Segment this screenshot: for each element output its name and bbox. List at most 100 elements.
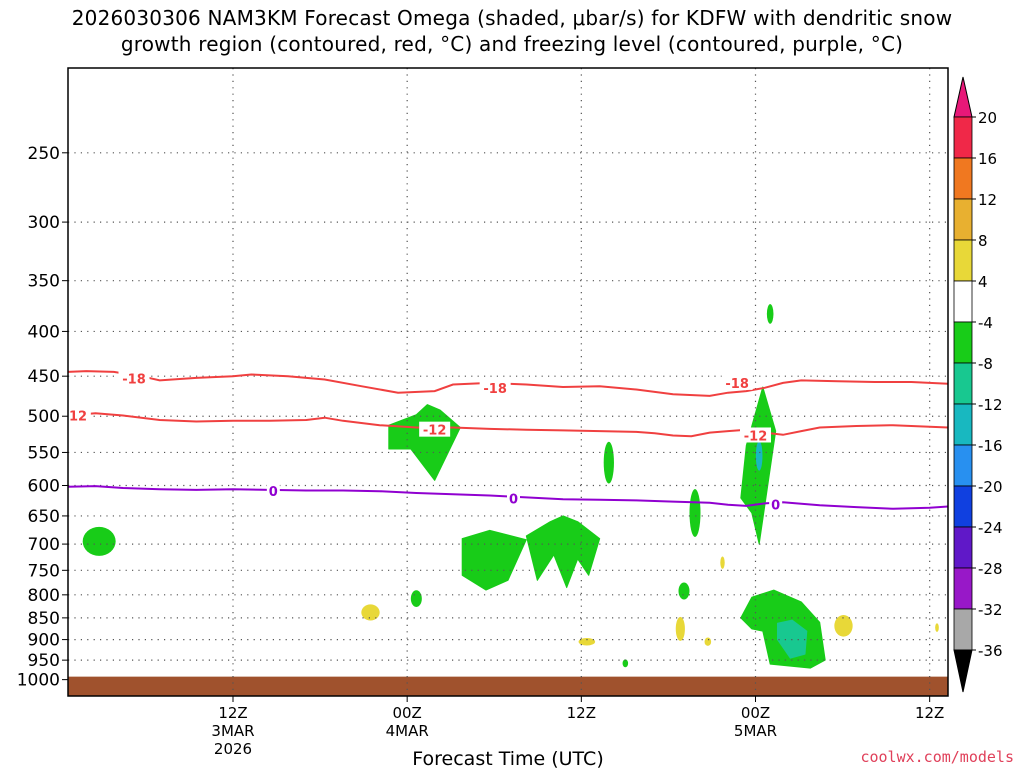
- colorbar-label-12: -32: [978, 601, 1003, 619]
- x-axis-title: Forecast Time (UTC): [412, 748, 603, 768]
- omega-shade-downward-19: [834, 615, 853, 637]
- contour-label--12-1: -12: [423, 424, 447, 439]
- y-tick-label-700: 700: [28, 535, 60, 555]
- x-tick-date-3: 5MAR: [734, 722, 777, 740]
- contour-0-line: [68, 485, 948, 510]
- colorbar-swatch-10: [953, 526, 973, 569]
- y-tick-label-900: 900: [28, 631, 60, 651]
- colorbar-swatch-3: [953, 239, 973, 282]
- colorbar-label-5: -4: [978, 314, 993, 332]
- colorbar-label-11: -28: [978, 560, 1003, 578]
- contour-label-0-2: 0: [771, 499, 780, 514]
- x-tick-label-0: 12Z: [218, 704, 247, 722]
- omega-shade-downward-16: [675, 616, 685, 641]
- omega-shade-upward-13: [755, 441, 763, 471]
- colorbar-swatch-0: [953, 116, 973, 159]
- contour-label-bg: [769, 496, 783, 512]
- contour--12-line: [68, 412, 948, 438]
- contour-label-bg: [740, 427, 771, 443]
- omega-shade-upward-4: [410, 590, 422, 607]
- contour-label-bg: [68, 407, 91, 423]
- omega-shade-upward-0: [82, 526, 116, 556]
- omega-shade-downward-17: [704, 637, 712, 646]
- x-tick-label-4: 12Z: [915, 704, 944, 722]
- contour-label-bg: [507, 490, 520, 506]
- omega-shade-upward-6: [689, 489, 701, 537]
- y-tick-label-500: 500: [28, 407, 60, 427]
- contour-label--18-1: -18: [483, 382, 507, 397]
- y-tick-label-850: 850: [28, 609, 60, 629]
- colorbar-label-2: 12: [978, 191, 997, 209]
- x-tick-label-2: 12Z: [567, 704, 596, 722]
- x-tick-label-3: 00Z: [741, 704, 770, 722]
- y-tick-label-450: 450: [28, 367, 60, 387]
- contour-label-0-0: 0: [269, 485, 278, 500]
- contour-label--18-0: -18: [122, 373, 146, 388]
- colorbar-swatch-6: [953, 362, 973, 405]
- y-tick-label-750: 750: [28, 561, 60, 581]
- plot-frame: [67, 67, 949, 697]
- x-tick-date-1: 4MAR: [386, 722, 429, 740]
- omega-shade-downward-15: [720, 556, 725, 569]
- colorbar-label-6: -8: [978, 355, 993, 373]
- colorbar-label-7: -12: [978, 396, 1003, 414]
- chart-title-line-2: growth region (contoured, red, °C) and f…: [120, 32, 904, 56]
- omega-shade-upward-7: [678, 582, 690, 600]
- colorbar-bottom-arrow: [953, 649, 973, 693]
- colorbar-swatch-2: [953, 198, 973, 241]
- y-tick-label-550: 550: [28, 443, 60, 463]
- contour-label-bg: [721, 374, 753, 390]
- contour-label--12-2: -12: [744, 429, 768, 444]
- contour-label--12-0: -12: [64, 409, 88, 424]
- colorbar-swatch-12: [953, 608, 973, 651]
- omega-shade-upward-3: [525, 515, 601, 589]
- omega-shade-upward-8: [766, 304, 774, 324]
- colorbar-swatch-8: [953, 444, 973, 487]
- colorbar-swatch-5: [953, 321, 973, 364]
- colorbar-swatch-7: [953, 403, 973, 446]
- omega-shading-group: [68, 304, 948, 696]
- credit-text: coolwx.com/models: [860, 748, 1014, 766]
- omega-shade-upward-5: [603, 441, 614, 484]
- colorbar-label-1: 16: [978, 150, 997, 168]
- omega-shade-downward-18: [578, 637, 596, 646]
- y-tick-label-1000: 1000: [17, 671, 60, 691]
- colorbar-label-8: -16: [978, 437, 1003, 455]
- colorbar-label-10: -24: [978, 519, 1003, 537]
- contour-label-bg: [479, 379, 511, 395]
- x-tick-label-1: 00Z: [392, 704, 421, 722]
- omega-shade-upward-11: [622, 659, 629, 668]
- y-axis-group: 2503003504004505005506006507007508008509…: [17, 144, 68, 691]
- y-tick-label-650: 650: [28, 507, 60, 527]
- colorbar-label-4: 4: [978, 273, 988, 291]
- y-tick-label-350: 350: [28, 272, 60, 292]
- contour-label-bg: [118, 370, 150, 386]
- colorbar-swatch-11: [953, 567, 973, 610]
- colorbar-top-arrow: [953, 76, 973, 118]
- y-tick-label-300: 300: [28, 213, 60, 233]
- y-tick-label-600: 600: [28, 477, 60, 497]
- colorbar-label-9: -20: [978, 478, 1003, 496]
- contour-label-bg: [266, 483, 280, 499]
- y-tick-label-400: 400: [28, 322, 60, 342]
- colorbar-swatch-9: [953, 485, 973, 528]
- y-tick-label-800: 800: [28, 586, 60, 606]
- contour-label-bg: [419, 421, 451, 437]
- colorbar-label-3: 8: [978, 232, 988, 250]
- omega-shade-upward-2: [461, 529, 527, 591]
- omega-shade-downward-20: [935, 623, 939, 632]
- colorbar-swatch-4: [953, 280, 973, 323]
- contour-label-0-1: 0: [509, 493, 518, 508]
- x-tick-year-0: 2026: [214, 740, 252, 758]
- colorbar: 20 16 12 8 4 -4 -8 -12 -16 -20 -24 -28 -32 -36: [953, 76, 1003, 693]
- colorbar-label-13: -36: [978, 642, 1003, 660]
- colorbar-label-0: 20: [978, 109, 997, 127]
- ground-band: [68, 676, 948, 696]
- omega-shade-downward-14: [361, 604, 380, 621]
- y-tick-label-250: 250: [28, 144, 60, 164]
- chart-title-line-1: 2026030306 NAM3KM Forecast Omega (shaded…: [71, 6, 953, 30]
- y-tick-label-950: 950: [28, 651, 60, 671]
- contour-label--18-2: -18: [725, 377, 749, 392]
